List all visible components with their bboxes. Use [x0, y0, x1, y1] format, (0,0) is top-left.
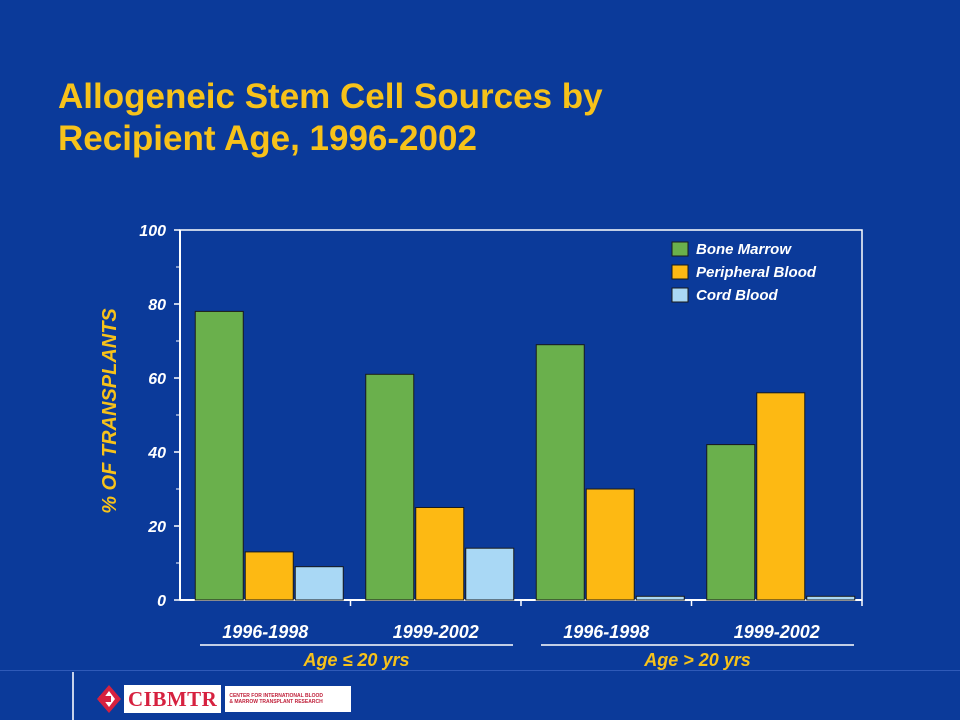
legend-label: Peripheral Blood — [696, 264, 817, 281]
footer-divider — [0, 670, 960, 671]
y-tick-label: 100 — [139, 223, 166, 240]
x-tick-label: 1999-2002 — [734, 622, 820, 642]
bar-cord-blood — [465, 547, 515, 601]
legend-label: Bone Marrow — [696, 241, 792, 258]
logo-subtext-line1: CENTER FOR INTERNATIONAL BLOOD — [229, 693, 324, 699]
bar-bone-marrow — [535, 344, 585, 601]
legend-swatch — [671, 241, 689, 257]
legend-label: Cord Blood — [696, 287, 778, 304]
y-tick-label: 20 — [147, 519, 166, 536]
y-axis-label: % OF TRANSPLANTS — [99, 308, 121, 514]
bar-cord-blood — [806, 595, 856, 601]
logo-subtext-line2: & MARROW TRANSPLANT RESEARCH — [229, 699, 323, 705]
x-tick-label: 1999-2002 — [393, 622, 479, 642]
legend-swatch — [671, 264, 689, 280]
logo-wordmark: CIBMTR — [124, 685, 222, 713]
footer-vertical-rule — [72, 672, 74, 720]
y-tick-label: 80 — [148, 297, 166, 314]
bar-cord-blood — [635, 595, 685, 601]
bar-peripheral-blood — [415, 507, 465, 601]
bar-bone-marrow — [706, 444, 756, 601]
y-tick-label: 0 — [157, 593, 166, 610]
cibmtr-logo: CIBMTR CENTER FOR INTERNATIONAL BLOOD & … — [96, 681, 352, 717]
y-tick-label: 60 — [148, 371, 166, 388]
logo-subtext: CENTER FOR INTERNATIONAL BLOOD & MARROW … — [225, 686, 352, 712]
bar-chart: 0 20 40 60 80 100 1996-1998 1999-2002 1996-1998 1… — [99, 223, 863, 670]
slide-title-line2: Recipient Age, 1996-2002 — [58, 119, 477, 158]
bar-peripheral-blood — [244, 551, 294, 601]
legend-swatch — [671, 287, 689, 303]
bar-bone-marrow — [365, 373, 415, 601]
bar-bone-marrow — [194, 310, 244, 601]
x-tick-label: 1996-1998 — [563, 622, 649, 642]
slide-title-line1: Allogeneic Stem Cell Sources by — [58, 77, 603, 116]
group-label: Age > 20 yrs — [643, 650, 751, 670]
bar-peripheral-blood — [756, 392, 806, 601]
y-tick-label: 40 — [147, 445, 166, 462]
bar-cord-blood — [294, 566, 344, 601]
x-tick-label: 1996-1998 — [222, 622, 308, 642]
group-label: Age ≤ 20 yrs — [303, 650, 410, 670]
slide-title: Allogeneic Stem Cell Sources by Recipien… — [58, 76, 898, 160]
cibmtr-logo-mark-icon — [96, 684, 122, 714]
bar-peripheral-blood — [585, 488, 635, 601]
